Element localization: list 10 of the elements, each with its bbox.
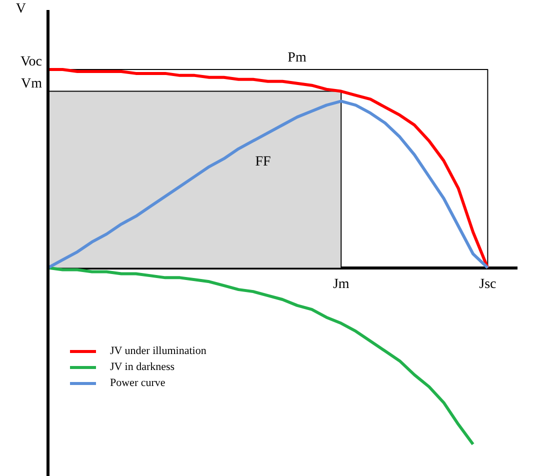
x-tick-label: Jsc — [479, 276, 496, 292]
text: Vm — [21, 76, 42, 92]
legend-label: JV in darkness — [110, 361, 175, 373]
legend-label: Power curve — [110, 377, 166, 389]
legend-label: JV under illumination — [110, 345, 206, 357]
text: Voc — [20, 54, 42, 70]
text: Pm — [288, 50, 306, 66]
x-tick-label: Jm — [332, 276, 350, 292]
y-axis-title: V — [16, 2, 26, 17]
annotation: FF — [255, 154, 271, 170]
